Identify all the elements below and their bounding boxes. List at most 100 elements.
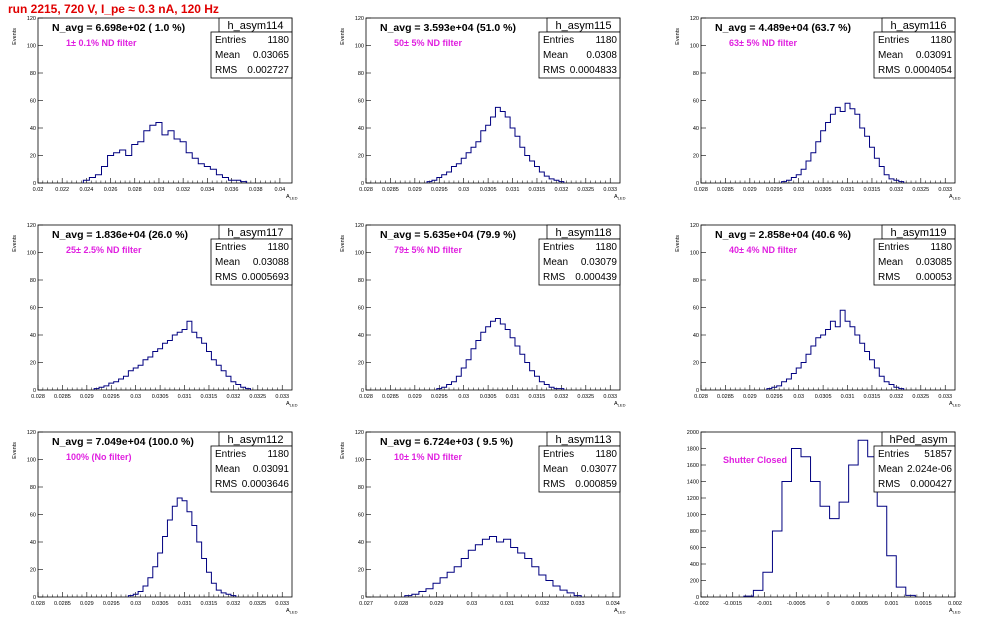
- x-tick-label: 0.034: [200, 187, 214, 193]
- x-tick-label: 0.03: [466, 601, 477, 607]
- y-tick-label: 20: [30, 154, 36, 160]
- stats-value-rms: 0.000439: [575, 272, 617, 283]
- stats-label-mean: Mean: [215, 257, 240, 268]
- stats-box: [538, 445, 621, 493]
- stats-label-entries: Entries: [215, 35, 246, 46]
- stats-label-rms: RMS: [543, 479, 566, 490]
- x-tick-label: 0.029: [743, 394, 757, 400]
- x-tick-label: 0.0305: [152, 601, 169, 607]
- y-tick-label: 20: [30, 361, 36, 367]
- x-tick-label: 0.033: [275, 394, 289, 400]
- histogram-panel: 0.02 0.022 0.024 0.026 0.028 0.03 0.032 0.034 0.…: [12, 16, 298, 201]
- histogram-name: h_asym114: [227, 20, 283, 32]
- stats-value-entries: 1180: [930, 35, 952, 46]
- x-tick-label: 0.04: [275, 187, 286, 193]
- y-tick-label: 40: [358, 333, 364, 339]
- x-axis-label-main: A: [949, 608, 953, 614]
- histogram-line: [766, 309, 905, 390]
- y-tick-label: 80: [30, 485, 36, 491]
- stats-label-mean: Mean: [543, 50, 568, 61]
- filter-annotation: Shutter Closed: [723, 455, 787, 465]
- x-tick-label: -0.001: [757, 601, 773, 607]
- x-axis-label-sub: LED: [618, 403, 626, 408]
- stats-label-rms: RMS: [878, 65, 901, 76]
- histogram-name: hPed_asym: [889, 434, 947, 446]
- navg-label: N_avg = 1.836e+04 (26.0 %): [52, 229, 188, 241]
- y-tick-label: 0: [33, 388, 36, 394]
- x-tick-label: 0.032: [176, 187, 190, 193]
- x-tick-label: 0.031: [506, 394, 520, 400]
- x-tick-label: 0.028: [359, 394, 373, 400]
- stats-value-mean: 2.024e-06: [907, 464, 952, 475]
- x-axis-label-main: A: [614, 401, 618, 407]
- histogram-name: h_asym113: [555, 434, 611, 446]
- x-tick-label: 0.0305: [480, 187, 497, 193]
- y-tick-label: 80: [358, 278, 364, 284]
- filter-annotation: 10± 1% ND filter: [394, 452, 462, 462]
- stats-value-entries: 1180: [267, 35, 289, 46]
- histogram-name: h_asym112: [227, 434, 283, 446]
- y-tick-label: 100: [27, 458, 36, 464]
- stats-value-mean: 0.03079: [581, 257, 618, 268]
- histogram-line: [781, 102, 905, 183]
- y-tick-label: 1400: [687, 480, 699, 486]
- stats-label-mean: Mean: [878, 464, 903, 475]
- y-tick-label: 80: [358, 71, 364, 77]
- x-axis-label: ALED: [614, 401, 626, 408]
- x-tick-label: 0.0325: [577, 187, 594, 193]
- stats-label-mean: Mean: [543, 257, 568, 268]
- histogram-line: [743, 439, 916, 597]
- x-tick-label: 0.0315: [864, 394, 881, 400]
- y-tick-label: 100: [27, 251, 36, 257]
- x-tick-label: 0.036: [225, 187, 239, 193]
- x-tick-label: 0.0305: [815, 187, 832, 193]
- x-tick-label: 0.031: [841, 394, 855, 400]
- x-tick-label: 0.032: [555, 187, 569, 193]
- stats-value-entries: 1180: [267, 449, 289, 460]
- stats-value-entries: 1180: [930, 242, 952, 253]
- x-tick-label: 0.031: [841, 187, 855, 193]
- x-axis-label: ALED: [286, 194, 298, 201]
- x-axis-label-main: A: [286, 608, 290, 614]
- stats-value-rms: 0.0004054: [905, 65, 953, 76]
- y-tick-label: 0: [696, 595, 699, 601]
- x-tick-label: 0.033: [603, 394, 617, 400]
- x-tick-label: 0.033: [603, 187, 617, 193]
- x-tick-label: 0.03: [130, 394, 141, 400]
- stats-value-entries: 1180: [595, 242, 617, 253]
- x-tick-label: 0.002: [948, 601, 962, 607]
- stats-box: [873, 31, 956, 79]
- stats-value-mean: 0.03077: [581, 464, 618, 475]
- x-axis-label: ALED: [614, 194, 626, 201]
- stats-label-mean: Mean: [215, 50, 240, 61]
- stats-label-entries: Entries: [215, 449, 246, 460]
- x-tick-label: 0.0285: [382, 394, 399, 400]
- x-tick-label: 0.032: [227, 394, 241, 400]
- x-tick-label: -0.0015: [723, 601, 742, 607]
- y-axis-label: Events: [675, 28, 681, 45]
- y-tick-label: 80: [693, 71, 699, 77]
- stats-label-mean: Mean: [878, 257, 903, 268]
- stats-value-rms: 0.0005693: [242, 272, 290, 283]
- x-tick-label: 0.024: [79, 187, 93, 193]
- histogram-panel: 0.028 0.0285 0.029 0.0295 0.03 0.0305 0.031 0.0…: [340, 16, 626, 201]
- y-tick-label: 100: [355, 251, 364, 257]
- histogram-name: h_asym117: [227, 227, 283, 239]
- x-tick-label: 0.032: [227, 601, 241, 607]
- x-tick-label: 0.001: [885, 601, 899, 607]
- x-tick-label: 0.032: [890, 394, 904, 400]
- x-axis-label-sub: LED: [618, 196, 626, 201]
- y-tick-label: 0: [361, 388, 364, 394]
- x-tick-label: 0.028: [394, 601, 408, 607]
- y-tick-label: 40: [30, 333, 36, 339]
- x-axis-label-sub: LED: [290, 610, 298, 615]
- x-tick-label: 0: [826, 601, 829, 607]
- filter-annotation: 1± 0.1% ND filter: [66, 38, 137, 48]
- x-tick-label: 0.033: [571, 601, 585, 607]
- y-axis-label: Events: [340, 235, 346, 252]
- x-axis-label-main: A: [614, 608, 618, 614]
- x-tick-label: 0.0295: [766, 187, 783, 193]
- stats-label-mean: Mean: [543, 464, 568, 475]
- x-tick-label: 0.02: [33, 187, 44, 193]
- histogram-panel: 0.027 0.028 0.029 0.03 0.031 0.032 0.033 0.034 0…: [340, 430, 626, 615]
